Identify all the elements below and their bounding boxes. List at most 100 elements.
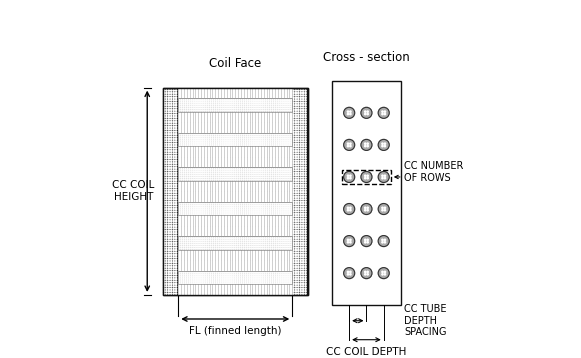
Circle shape [274,100,275,101]
Circle shape [297,225,299,227]
Circle shape [295,247,296,248]
Circle shape [247,138,248,139]
Circle shape [293,165,294,166]
Circle shape [195,102,196,103]
Circle shape [257,175,259,176]
Circle shape [232,169,234,170]
Circle shape [297,117,299,118]
Circle shape [173,172,174,173]
Circle shape [193,169,195,170]
Circle shape [168,175,170,176]
Circle shape [257,276,259,277]
Circle shape [264,171,265,172]
Circle shape [280,282,281,284]
Circle shape [216,138,217,139]
Circle shape [168,240,170,241]
Circle shape [210,276,211,277]
Circle shape [193,106,195,107]
Circle shape [384,274,386,275]
Circle shape [163,225,164,227]
Circle shape [168,112,170,113]
Circle shape [163,257,164,258]
Circle shape [231,110,232,111]
Circle shape [175,143,177,144]
Circle shape [289,240,290,241]
Circle shape [261,282,263,284]
Circle shape [166,184,167,185]
Circle shape [202,207,203,208]
Circle shape [220,279,221,280]
Circle shape [290,240,292,241]
Circle shape [175,187,177,188]
Circle shape [241,106,242,107]
Circle shape [210,169,211,170]
Circle shape [187,169,188,170]
Circle shape [166,281,167,282]
Circle shape [173,201,174,202]
Circle shape [208,175,209,176]
Circle shape [264,134,265,135]
Circle shape [293,90,294,91]
Circle shape [286,244,288,245]
Circle shape [264,175,265,176]
Circle shape [274,276,275,277]
Circle shape [166,107,167,108]
Circle shape [295,283,296,285]
Circle shape [168,218,170,219]
Circle shape [175,97,177,98]
Circle shape [243,276,244,277]
Circle shape [210,142,211,144]
Circle shape [175,146,177,147]
Circle shape [173,266,174,268]
Circle shape [266,169,267,170]
Circle shape [239,104,240,105]
Circle shape [168,208,170,210]
Circle shape [175,155,177,156]
Circle shape [214,104,215,105]
Circle shape [220,108,221,109]
Circle shape [257,207,259,208]
Circle shape [239,169,240,170]
Circle shape [208,244,209,245]
Circle shape [231,177,232,178]
Circle shape [173,216,174,217]
Circle shape [300,126,302,127]
Circle shape [303,286,304,287]
Circle shape [300,100,302,101]
Circle shape [175,230,177,231]
Circle shape [293,291,294,292]
Circle shape [286,110,288,111]
Circle shape [173,138,174,140]
Circle shape [249,282,250,284]
Circle shape [210,110,211,111]
Circle shape [171,233,172,234]
Circle shape [231,248,232,249]
Circle shape [253,110,254,111]
Circle shape [305,196,306,198]
Circle shape [193,140,195,141]
Circle shape [183,179,184,180]
Circle shape [253,100,254,101]
Circle shape [261,142,263,144]
Circle shape [173,276,174,277]
Circle shape [166,221,167,222]
Circle shape [220,102,221,103]
Circle shape [163,97,164,98]
Circle shape [173,233,174,234]
Circle shape [185,248,186,249]
Circle shape [187,248,188,249]
Circle shape [195,272,196,273]
Circle shape [191,213,192,214]
Circle shape [245,108,246,109]
Circle shape [171,90,172,91]
Circle shape [224,177,225,178]
Circle shape [300,187,302,188]
Circle shape [187,171,188,172]
Circle shape [278,279,279,280]
Circle shape [268,179,269,180]
Circle shape [199,175,200,176]
Circle shape [290,207,292,208]
Circle shape [227,207,228,208]
Circle shape [173,170,174,171]
Circle shape [168,124,170,125]
